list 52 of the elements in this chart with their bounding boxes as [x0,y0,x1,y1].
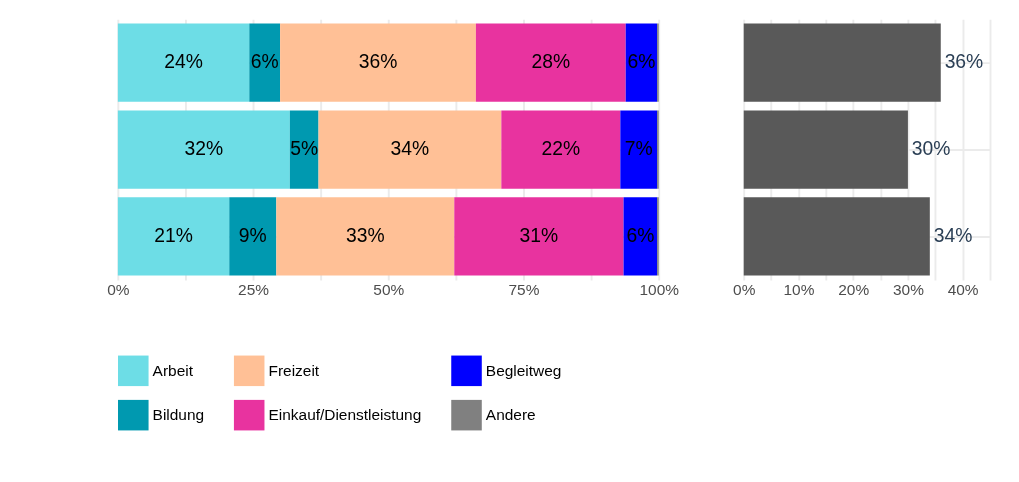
bar [743,110,908,189]
data-label: 24% [164,51,203,73]
data-label: 33% [345,225,385,247]
x-tick-label: 10% [783,280,815,298]
x-tick-label: 40% [947,280,979,298]
legend-label: Begleitweg [485,361,562,379]
legend-label: Arbeit [152,361,194,379]
data-label: 32% [184,138,224,160]
x-tick-label: 75% [508,280,540,298]
bar [620,110,658,189]
bar [475,23,626,102]
bar [276,197,455,276]
x-tick-label: 25% [238,280,270,298]
data-label: 6% [627,51,656,73]
data-label: 34% [933,225,973,247]
bar [625,23,658,102]
bar [117,110,290,189]
bar [318,110,502,189]
bar [289,110,319,189]
data-label: 7% [624,138,653,160]
data-label: 6% [250,51,279,73]
bar [117,197,230,276]
bar [623,197,658,276]
x-tick-label: 0% [733,280,756,298]
data-label: 21% [154,225,193,247]
data-label: 34% [390,138,430,160]
data-label: 6% [626,225,655,247]
legend-label: Bildung [152,405,205,423]
bar [117,23,250,102]
bar [743,23,941,102]
bar [743,197,930,276]
data-label: 5% [290,138,319,160]
bar [280,23,476,102]
bar [501,110,621,189]
legend-label: Andere [485,405,536,423]
legend-label: Freizeit [268,361,320,379]
x-tick-label: 0% [107,280,130,298]
bar [454,197,624,276]
data-label: 36% [358,51,398,73]
data-label: 36% [944,51,984,73]
legend-label: Einkauf/Dienstleistung [268,405,422,423]
bar [249,23,281,102]
x-tick-label: 30% [892,280,925,298]
data-label: 9% [238,225,267,247]
data-label: 30% [911,138,951,160]
data-label: 31% [519,225,559,247]
bar [229,197,277,276]
data-label: 28% [531,51,571,73]
x-tick-label: 50% [373,280,405,298]
x-tick-label: 20% [838,280,870,298]
x-tick-label: 100% [639,280,680,298]
data-label: 22% [541,138,581,160]
